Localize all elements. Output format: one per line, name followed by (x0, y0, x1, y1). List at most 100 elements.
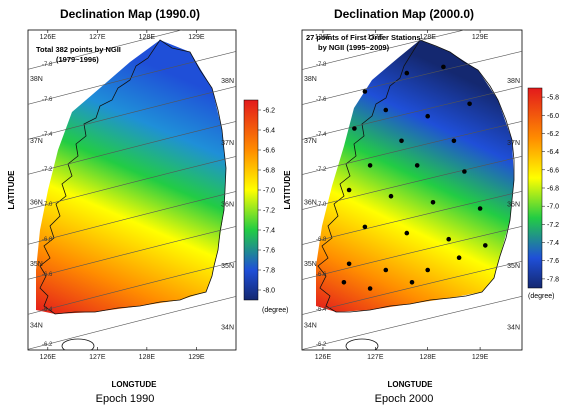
epoch-label: Epoch 2000 (375, 393, 434, 405)
x-axis-label: LONGTUDE (112, 380, 158, 389)
station-markers (341, 64, 488, 291)
left-tick-label: 37N (30, 138, 43, 145)
epoch-label: Epoch 1990 (96, 393, 155, 405)
map-note-line2: by NGII (1995~2009) (318, 43, 390, 52)
right-tick-label: 36N (221, 201, 234, 208)
colorbar-tick-label: -7.4 (547, 240, 559, 247)
isoline-label: -6.4 (42, 307, 53, 313)
right-tick-label: 34N (507, 324, 520, 331)
coastline (317, 39, 515, 313)
isoline (302, 226, 522, 280)
isoline (28, 191, 236, 245)
declination-surface (36, 40, 226, 314)
colorbar-tick-label: -7.2 (263, 208, 275, 215)
isoline (28, 121, 236, 175)
station-marker (409, 280, 415, 285)
colorbar-tick-label: -7.6 (263, 248, 275, 255)
station-marker (430, 200, 436, 205)
isoline-label: -6.6 (316, 272, 327, 278)
station-marker (352, 126, 357, 131)
station-marker (425, 113, 431, 119)
map-note-line1: 27 points of First Order Stations (306, 33, 421, 42)
colorbar-tick-label: -6.0 (547, 113, 559, 120)
isoline (302, 121, 522, 175)
station-marker (414, 163, 420, 168)
left-tick-label: 36N (304, 199, 317, 206)
colorbar-tick-label: -6.2 (547, 131, 559, 138)
isoline (302, 30, 466, 70)
left-tick-label: 35N (30, 261, 43, 268)
top-tick-label: 128E (139, 34, 156, 41)
isoline (302, 86, 522, 140)
station-marker (446, 236, 452, 242)
bottom-tick-label: 126E (315, 354, 332, 361)
colorbar-tick-label: -6.4 (547, 149, 559, 156)
station-marker (425, 267, 431, 273)
station-marker (404, 230, 410, 236)
map-note-line1: Total 382 points by NGII (36, 45, 121, 54)
bottom-tick-label: 129E (472, 354, 489, 361)
isoline-label: -7.6 (316, 97, 327, 103)
isoline-label: -7.8 (42, 62, 53, 68)
colorbar-tick-label: -7.2 (547, 222, 559, 229)
isoline-label: -6.4 (316, 307, 327, 313)
map-title: Declination Map (2000.0) (334, 7, 474, 21)
isoline-label: -7.4 (42, 132, 53, 138)
station-marker (399, 138, 404, 144)
right-tick-label: 38N (221, 78, 234, 85)
top-tick-label: 126E (315, 34, 332, 41)
map-2000: Declination Map (2000.0) -6.2 -6.4 -6.6 -6.… (283, 7, 559, 405)
map-1990: Declination Map (1990.0) -6.2-6.4-6.6-6.… (7, 7, 288, 405)
isoline-label: -7.4 (316, 132, 327, 138)
top-tick-label: 126E (40, 34, 57, 41)
colorbar-tick-label: -7.8 (547, 276, 559, 283)
right-tick-label: 36N (507, 201, 520, 208)
station-marker (383, 107, 389, 113)
colorbar-tick-label: -7.6 (547, 258, 559, 265)
right-tick-label: 35N (221, 263, 234, 270)
declination-surface (316, 40, 514, 312)
bottom-tick-label: 128E (420, 354, 437, 361)
colorbar-tick-label: -6.8 (263, 168, 275, 175)
isoline-label: -7.2 (42, 167, 53, 173)
colorbar-ticks: -6.2 -6.4 -6.6 -6.8 -7.0 -7.2 -7.4 -7.6 -7.8 -8.0 (258, 108, 275, 295)
right-tick-label: 34N (221, 324, 234, 331)
isoline-label: -7.0 (42, 202, 53, 208)
colorbar-tick-label: -6.6 (547, 167, 559, 174)
left-tick-label: 38N (304, 76, 317, 83)
colorbar-tick-label: -7.8 (263, 268, 275, 275)
left-tick-label: 34N (30, 322, 43, 329)
station-marker (456, 255, 462, 260)
top-tick-label: 128E (420, 34, 437, 41)
left-tick-label: 36N (30, 199, 43, 206)
bottom-tick-label: 126E (40, 354, 57, 361)
isoline (28, 226, 236, 280)
isoline (302, 51, 522, 105)
map-note-line2: (1979~1996) (56, 55, 99, 64)
isolines: -6.2 -6.4 -6.6 -6.8 -7.0 -7.2 -7.4 -7.6 -7.8 (302, 30, 522, 350)
station-marker (341, 280, 347, 285)
isoline (28, 30, 183, 70)
isoline-label: -7.2 (316, 167, 327, 173)
station-marker (367, 163, 373, 168)
isoline (28, 261, 236, 315)
left-tick-label: 35N (304, 261, 317, 268)
isoline-label: -6.2 (316, 342, 327, 348)
bottom-tick-label: 127E (89, 354, 106, 361)
top-tick-label: 127E (89, 34, 106, 41)
station-marker (346, 261, 352, 267)
colorbar-tick-label: -5.8 (547, 95, 559, 102)
colorbar-ticks: -5.8 -6.0 -6.2 -6.4 -6.6 -6.8 -7.0 -7.2 -7.4 -7.6… (542, 95, 559, 283)
isoline-label: -7.0 (316, 202, 327, 208)
y-axis-label: LATITUDE (7, 170, 16, 210)
station-marker (467, 101, 472, 107)
colorbar-tick-label: -6.8 (547, 186, 559, 193)
jeju-island (345, 338, 379, 350)
left-tick-label: 37N (304, 138, 317, 145)
isoline (28, 156, 236, 210)
bottom-tick-label: 127E (367, 354, 384, 361)
colorbar (243, 99, 259, 301)
colorbar-tick-label: -7.0 (263, 188, 275, 195)
right-tick-label: 37N (507, 140, 520, 147)
